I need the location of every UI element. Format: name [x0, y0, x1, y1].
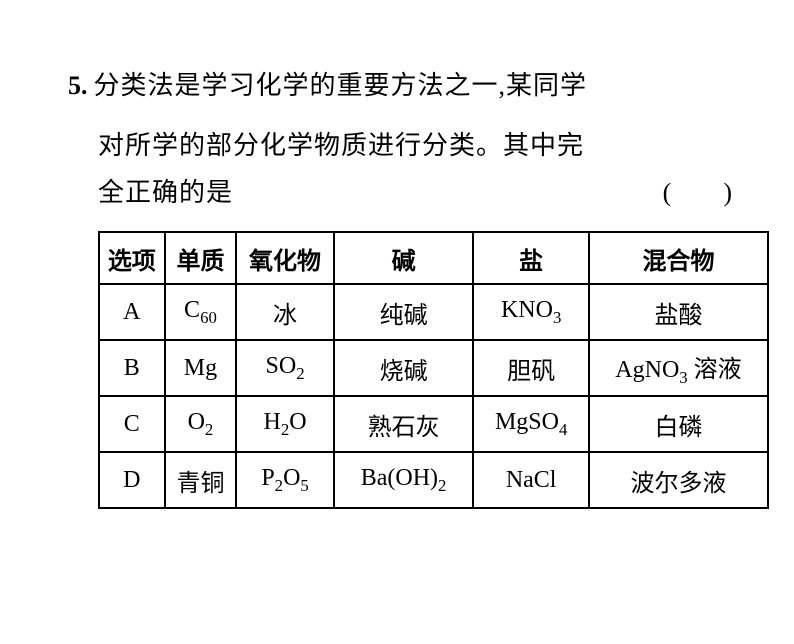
cell-a-c1: C60: [165, 284, 237, 340]
cell-a-c2: 冰: [236, 284, 334, 340]
header-salt: 盐: [473, 232, 589, 284]
cell-a-opt: A: [99, 284, 165, 340]
cell-a-c5: 盐酸: [589, 284, 768, 340]
cell-c-c3: 熟石灰: [334, 396, 474, 452]
answer-blank: ( ): [663, 178, 732, 208]
table-row-c: C O2 H2O 熟石灰 MgSO4 白磷: [99, 396, 768, 452]
cell-a-c3: 纯碱: [334, 284, 474, 340]
question-number: 5.: [68, 71, 88, 101]
question-line-3: 全正确的是 ( ): [98, 172, 746, 209]
header-base: 碱: [334, 232, 474, 284]
cell-b-c3: 烧碱: [334, 340, 474, 396]
cell-d-c2: P2O5: [236, 452, 334, 508]
cell-b-c1: Mg: [165, 340, 237, 396]
table-row-a: A C60 冰 纯碱 KNO3 盐酸: [99, 284, 768, 340]
classification-table: 选项 单质 氧化物 碱 盐 混合物 A C60 冰 纯碱 KNO3 盐酸 B M…: [98, 231, 769, 509]
cell-b-c4: 胆矾: [473, 340, 589, 396]
cell-c-c1: O2: [165, 396, 237, 452]
cell-c-opt: C: [99, 396, 165, 452]
cell-b-c2: SO2: [236, 340, 334, 396]
cell-c-c5: 白磷: [589, 396, 768, 452]
header-element: 单质: [165, 232, 237, 284]
cell-d-c4: NaCl: [473, 452, 589, 508]
cell-c-c4: MgSO4: [473, 396, 589, 452]
header-option: 选项: [99, 232, 165, 284]
header-oxide: 氧化物: [236, 232, 334, 284]
cell-c-c2: H2O: [236, 396, 334, 452]
cell-d-opt: D: [99, 452, 165, 508]
question-text-2: 对所学的部分化学物质进行分类。其中完: [98, 120, 746, 172]
question-line-1: 5. 分类法是学习化学的重要方法之一,某同学: [68, 60, 746, 112]
table-row-d: D 青铜 P2O5 Ba(OH)2 NaCl 波尔多液: [99, 452, 768, 508]
cell-d-c1: 青铜: [165, 452, 237, 508]
cell-d-c3: Ba(OH)2: [334, 452, 474, 508]
cell-d-c5: 波尔多液: [589, 452, 768, 508]
question-block: 5. 分类法是学习化学的重要方法之一,某同学 对所学的部分化学物质进行分类。其中…: [68, 60, 746, 209]
cell-b-c5: AgNO3 溶液: [589, 340, 768, 396]
table-header-row: 选项 单质 氧化物 碱 盐 混合物: [99, 232, 768, 284]
header-mixture: 混合物: [589, 232, 768, 284]
question-text-3: 全正确的是: [98, 172, 233, 209]
table-container: 选项 单质 氧化物 碱 盐 混合物 A C60 冰 纯碱 KNO3 盐酸 B M…: [98, 231, 746, 509]
cell-a-c4: KNO3: [473, 284, 589, 340]
table-row-b: B Mg SO2 烧碱 胆矾 AgNO3 溶液: [99, 340, 768, 396]
cell-b-opt: B: [99, 340, 165, 396]
question-text-1: 分类法是学习化学的重要方法之一,某同学: [94, 60, 747, 112]
